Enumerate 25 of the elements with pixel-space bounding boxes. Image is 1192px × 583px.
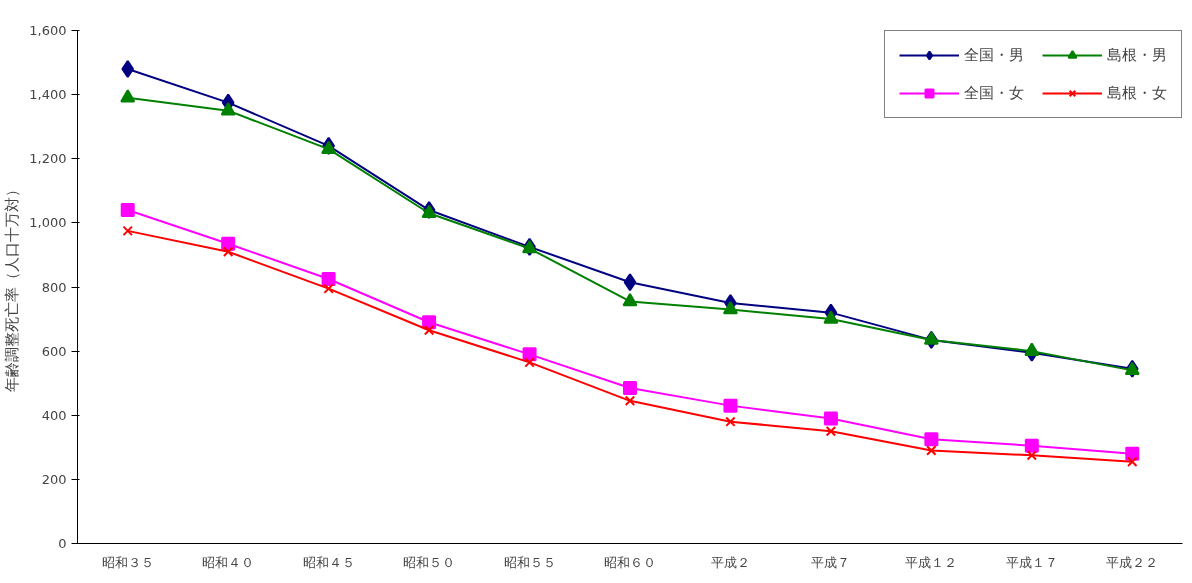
y-tick-label: 600: [41, 343, 67, 359]
x-tick-label: 平成１２: [905, 554, 958, 570]
x-tick-label: 平成２: [710, 554, 750, 570]
x-tick-label: 昭和５０: [403, 554, 456, 570]
x-tick-label: 昭和６０: [604, 554, 656, 570]
x-tick-label: 平成７: [811, 554, 851, 570]
y-tick-label: 1,200: [29, 151, 67, 167]
x-tick-label: 平成１７: [1005, 554, 1058, 570]
x-tick-label: 昭和３５: [101, 554, 154, 570]
y-tick-label: 400: [41, 407, 67, 423]
x-tick-label: 昭和５５: [503, 554, 556, 570]
y-tick-label: 800: [41, 279, 67, 295]
x-tick-label: 昭和４５: [302, 554, 355, 570]
x-tick-label: 平成２２: [1106, 554, 1159, 570]
y-tick-label: 0: [58, 536, 67, 551]
y-axis-title: 年齢調整死亡率（人口十万対）: [3, 182, 22, 392]
legend-label: 全国・女: [964, 83, 1024, 103]
legend-label: 全国・男: [964, 45, 1024, 65]
y-tick-label: 200: [41, 471, 67, 487]
y-tick-label: 1,400: [29, 87, 67, 103]
x-tick-label: 昭和４０: [202, 554, 255, 570]
legend-label: 島根・女: [1107, 83, 1167, 103]
y-tick-label: 1,600: [29, 23, 67, 38]
y-tick-label: 1,000: [29, 215, 67, 231]
legend-label: 島根・男: [1107, 45, 1167, 65]
